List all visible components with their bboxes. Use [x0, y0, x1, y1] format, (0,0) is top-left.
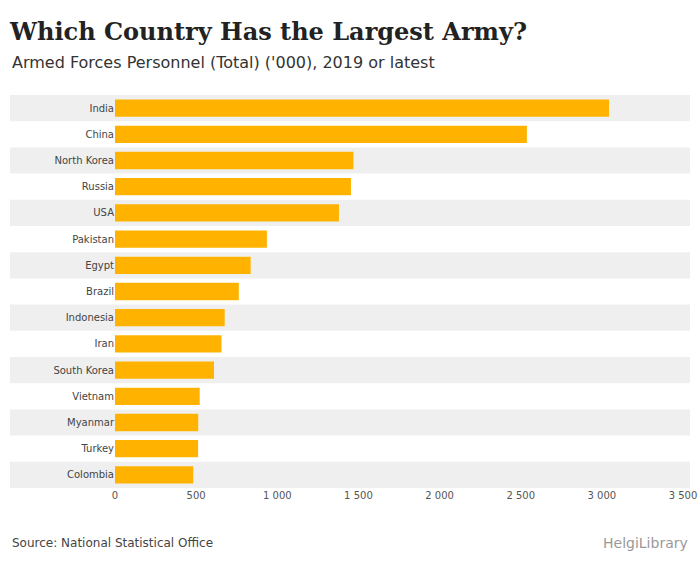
svg-text:Indonesia: Indonesia [66, 312, 114, 323]
svg-text:Vietnam: Vietnam [72, 391, 114, 402]
svg-text:Armed Forces Personnel (Total): Armed Forces Personnel (Total) ('000), 2… [12, 53, 435, 72]
svg-text:1 500: 1 500 [344, 490, 373, 501]
svg-text:USA: USA [93, 207, 114, 218]
svg-text:Russia: Russia [82, 181, 114, 192]
svg-text:2 000: 2 000 [425, 490, 454, 501]
svg-text:North Korea: North Korea [55, 155, 115, 166]
svg-text:3 500: 3 500 [669, 490, 698, 501]
svg-text:Iran: Iran [94, 338, 114, 349]
svg-text:0: 0 [112, 490, 118, 501]
svg-text:3 000: 3 000 [588, 490, 617, 501]
svg-text:500: 500 [187, 490, 206, 501]
svg-text:Source: National Statistical O: Source: National Statistical Office [12, 536, 213, 550]
svg-text:South Korea: South Korea [53, 365, 114, 376]
svg-text:2 500: 2 500 [506, 490, 535, 501]
svg-text:Pakistan: Pakistan [72, 234, 114, 245]
svg-text:Turkey: Turkey [80, 443, 114, 454]
svg-text:China: China [85, 129, 114, 140]
svg-text:India: India [89, 103, 114, 114]
svg-text:Which Country Has the Largest: Which Country Has the Largest Army? [9, 17, 527, 46]
svg-text:Colombia: Colombia [67, 469, 114, 480]
svg-text:1 000: 1 000 [263, 490, 292, 501]
svg-text:HelgiLibrary: HelgiLibrary [603, 535, 688, 551]
svg-text:Myanmar: Myanmar [67, 417, 115, 428]
svg-text:Egypt: Egypt [85, 260, 114, 271]
svg-text:Brazil: Brazil [86, 286, 114, 297]
